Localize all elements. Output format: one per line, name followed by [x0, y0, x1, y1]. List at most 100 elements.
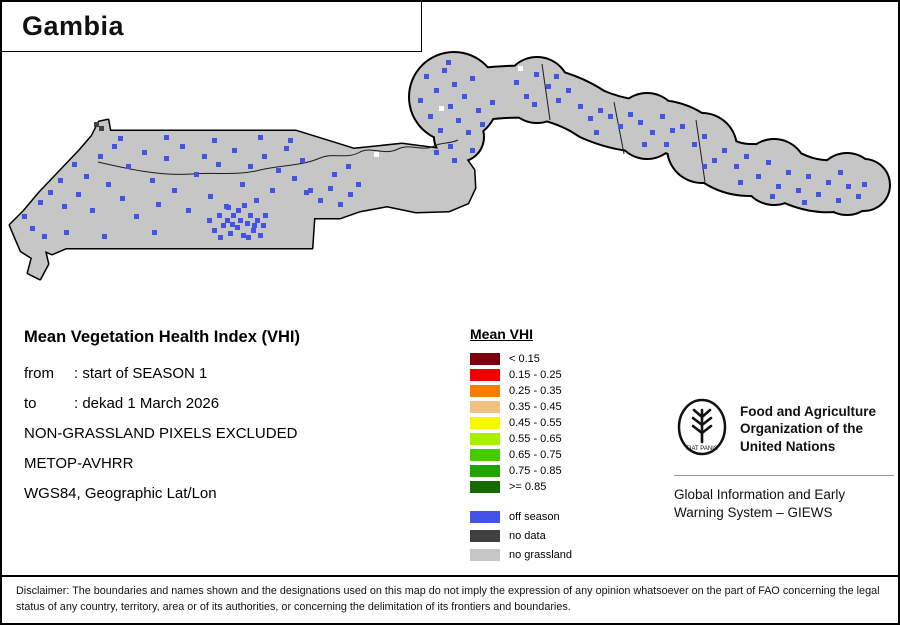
map-pixel — [180, 144, 185, 149]
info-row-value: METOP-AVHRR — [24, 455, 134, 472]
admin-boundary-line — [695, 119, 706, 183]
map-pixel — [58, 178, 63, 183]
map-pixel — [212, 138, 217, 143]
map-pixel — [202, 154, 207, 159]
map-pixel — [226, 205, 231, 210]
map-pixel — [702, 134, 707, 139]
map-pixel — [38, 200, 43, 205]
legend-extra-label: off season — [509, 510, 560, 523]
giews-name: Global Information and Early Warning Sys… — [674, 487, 846, 521]
map-pixel — [99, 126, 104, 131]
map-pixel — [338, 202, 343, 207]
map-pixel — [106, 182, 111, 187]
map-pixel — [642, 142, 647, 147]
map-pixel — [304, 190, 309, 195]
map-pixel — [660, 114, 665, 119]
map-pixel — [318, 198, 323, 203]
info-row: from: start of SEASON 1 — [24, 365, 464, 382]
map-pixel — [150, 178, 155, 183]
map-pixel — [30, 226, 35, 231]
branding-divider — [674, 475, 894, 476]
info-row: to: dekad 1 March 2026 — [24, 395, 464, 412]
legend-extra-label: no grassland — [509, 548, 572, 561]
legend-class-row: >= 0.85 — [470, 479, 572, 495]
map-pixel — [118, 136, 123, 141]
map-pixel — [270, 188, 275, 193]
map-pixel — [245, 221, 250, 226]
map-pixel — [346, 164, 351, 169]
map-pixel — [670, 128, 675, 133]
legend-extra-swatch — [470, 548, 500, 561]
legend: Mean VHI < 0.15 0.15 - 0.25 0.25 - 0.35 0.3… — [470, 326, 572, 564]
map-pixel — [230, 222, 235, 227]
map-pixel — [712, 158, 717, 163]
map-pixel — [62, 204, 67, 209]
title-box: Gambia — [2, 2, 422, 52]
map-pixel — [428, 114, 433, 119]
map-pixel — [744, 154, 749, 159]
map-pixel — [48, 190, 53, 195]
map-pixel — [225, 218, 230, 223]
map-pixel — [838, 170, 843, 175]
map-pixel — [98, 154, 103, 159]
map-pixel — [514, 80, 519, 85]
map-pixel — [588, 116, 593, 121]
map-pixel — [692, 142, 697, 147]
legend-class-swatch — [470, 465, 500, 477]
legend-class-label: 0.65 - 0.75 — [509, 449, 562, 461]
map-pixel — [90, 208, 95, 213]
map-pixel — [216, 162, 221, 167]
map-pixel — [356, 182, 361, 187]
admin-boundary-line — [541, 63, 551, 121]
info-row: WGS84, Geographic Lat/Lon — [24, 485, 464, 502]
map-pixel — [94, 122, 99, 127]
map-pixel — [156, 202, 161, 207]
map-pixel — [194, 172, 199, 177]
map-pixel — [241, 233, 246, 238]
map-pixel — [84, 174, 89, 179]
map-pixel — [221, 223, 226, 228]
legend-extra-swatch — [470, 529, 500, 542]
map-pixel — [618, 124, 623, 129]
map-pixel — [152, 230, 157, 235]
map-pixel — [816, 192, 821, 197]
map-pixel — [734, 164, 739, 169]
fao-logo-icon: FIAT PANIS — [677, 398, 727, 456]
legend-class-swatch — [470, 353, 500, 365]
map-pixel — [186, 208, 191, 213]
map-pixel — [418, 98, 423, 103]
map-pixel — [172, 188, 177, 193]
info-row-value: : start of SEASON 1 — [74, 365, 208, 382]
map-pixel — [232, 148, 237, 153]
map-pixel — [424, 74, 429, 79]
map-info-block: Mean Vegetation Health Index (VHI) from:… — [24, 328, 464, 515]
branding-block: FIAT PANIS Food and Agriculture Organiza… — [674, 398, 894, 522]
map-pixel — [262, 154, 267, 159]
map-pixel — [722, 148, 727, 153]
river-and-boundary-lines — [97, 63, 706, 183]
legend-class-label: >= 0.85 — [509, 481, 547, 493]
map-pixel — [284, 146, 289, 151]
legend-extra: off season no data no grassland — [470, 507, 572, 564]
map-pixel — [246, 235, 251, 240]
off-season-pixels — [22, 60, 867, 240]
map-pixel — [664, 142, 669, 147]
country-landmass — [8, 51, 891, 281]
legend-extra-row: off season — [470, 507, 572, 526]
map-pixel — [261, 223, 266, 228]
map-pixel — [452, 158, 457, 163]
legend-class-row: 0.75 - 0.85 — [470, 463, 572, 479]
map-pixel — [448, 104, 453, 109]
map-pixel — [126, 164, 131, 169]
legend-class-label: 0.25 - 0.35 — [509, 385, 562, 397]
map-pixel — [470, 148, 475, 153]
map-pixel — [120, 196, 125, 201]
map-pixel — [242, 203, 247, 208]
map-pixel — [439, 106, 444, 111]
info-title: Mean Vegetation Health Index (VHI) — [24, 328, 300, 346]
map-pixel — [212, 228, 217, 233]
map-pixel — [846, 184, 851, 189]
map-pixel — [466, 130, 471, 135]
map-pixel — [862, 182, 867, 187]
legend-class-row: < 0.15 — [470, 351, 572, 367]
